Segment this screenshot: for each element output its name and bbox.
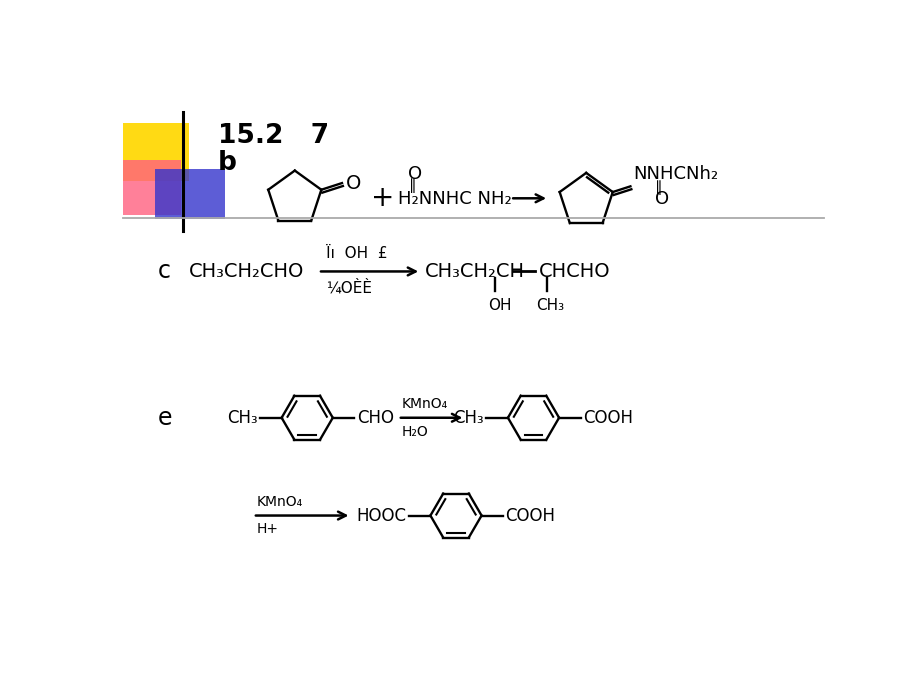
Text: e: e	[157, 406, 172, 430]
Text: O: O	[346, 174, 361, 193]
Text: COOH: COOH	[505, 506, 555, 524]
Text: ¼OÈÈ: ¼OÈÈ	[325, 280, 371, 295]
Text: KMnO₄: KMnO₄	[402, 397, 448, 411]
Text: CH₃: CH₃	[535, 298, 563, 313]
Text: COOH: COOH	[583, 408, 632, 426]
Text: ∥: ∥	[409, 178, 416, 193]
Text: CH₃CH₂CH: CH₃CH₂CH	[425, 262, 525, 281]
Bar	[122, 160, 181, 215]
Text: OH: OH	[488, 298, 512, 313]
Text: CHO: CHO	[357, 408, 393, 426]
Text: Ïı  OH  £: Ïı OH £	[325, 246, 387, 262]
Text: O: O	[407, 165, 422, 183]
Text: CHCHO: CHCHO	[539, 262, 610, 281]
Text: 15.2   7: 15.2 7	[218, 123, 329, 149]
Text: +: +	[370, 184, 393, 213]
Text: CH₃: CH₃	[453, 408, 483, 426]
Text: CH₃: CH₃	[227, 408, 257, 426]
Text: ∥: ∥	[654, 179, 662, 195]
Text: CH₃CH₂CHO: CH₃CH₂CHO	[188, 262, 303, 281]
Bar	[155, 169, 225, 219]
Text: H+: H+	[256, 522, 278, 536]
Bar	[122, 123, 188, 181]
Text: c: c	[157, 259, 170, 284]
Text: H₂O: H₂O	[402, 424, 428, 439]
Text: H₂NNHC NH₂: H₂NNHC NH₂	[397, 190, 511, 208]
Text: O: O	[654, 190, 669, 208]
Text: HOOC: HOOC	[356, 506, 406, 524]
Text: NNHCNh₂: NNHCNh₂	[633, 165, 718, 183]
Text: b: b	[218, 150, 237, 176]
Text: KMnO₄: KMnO₄	[256, 495, 302, 509]
